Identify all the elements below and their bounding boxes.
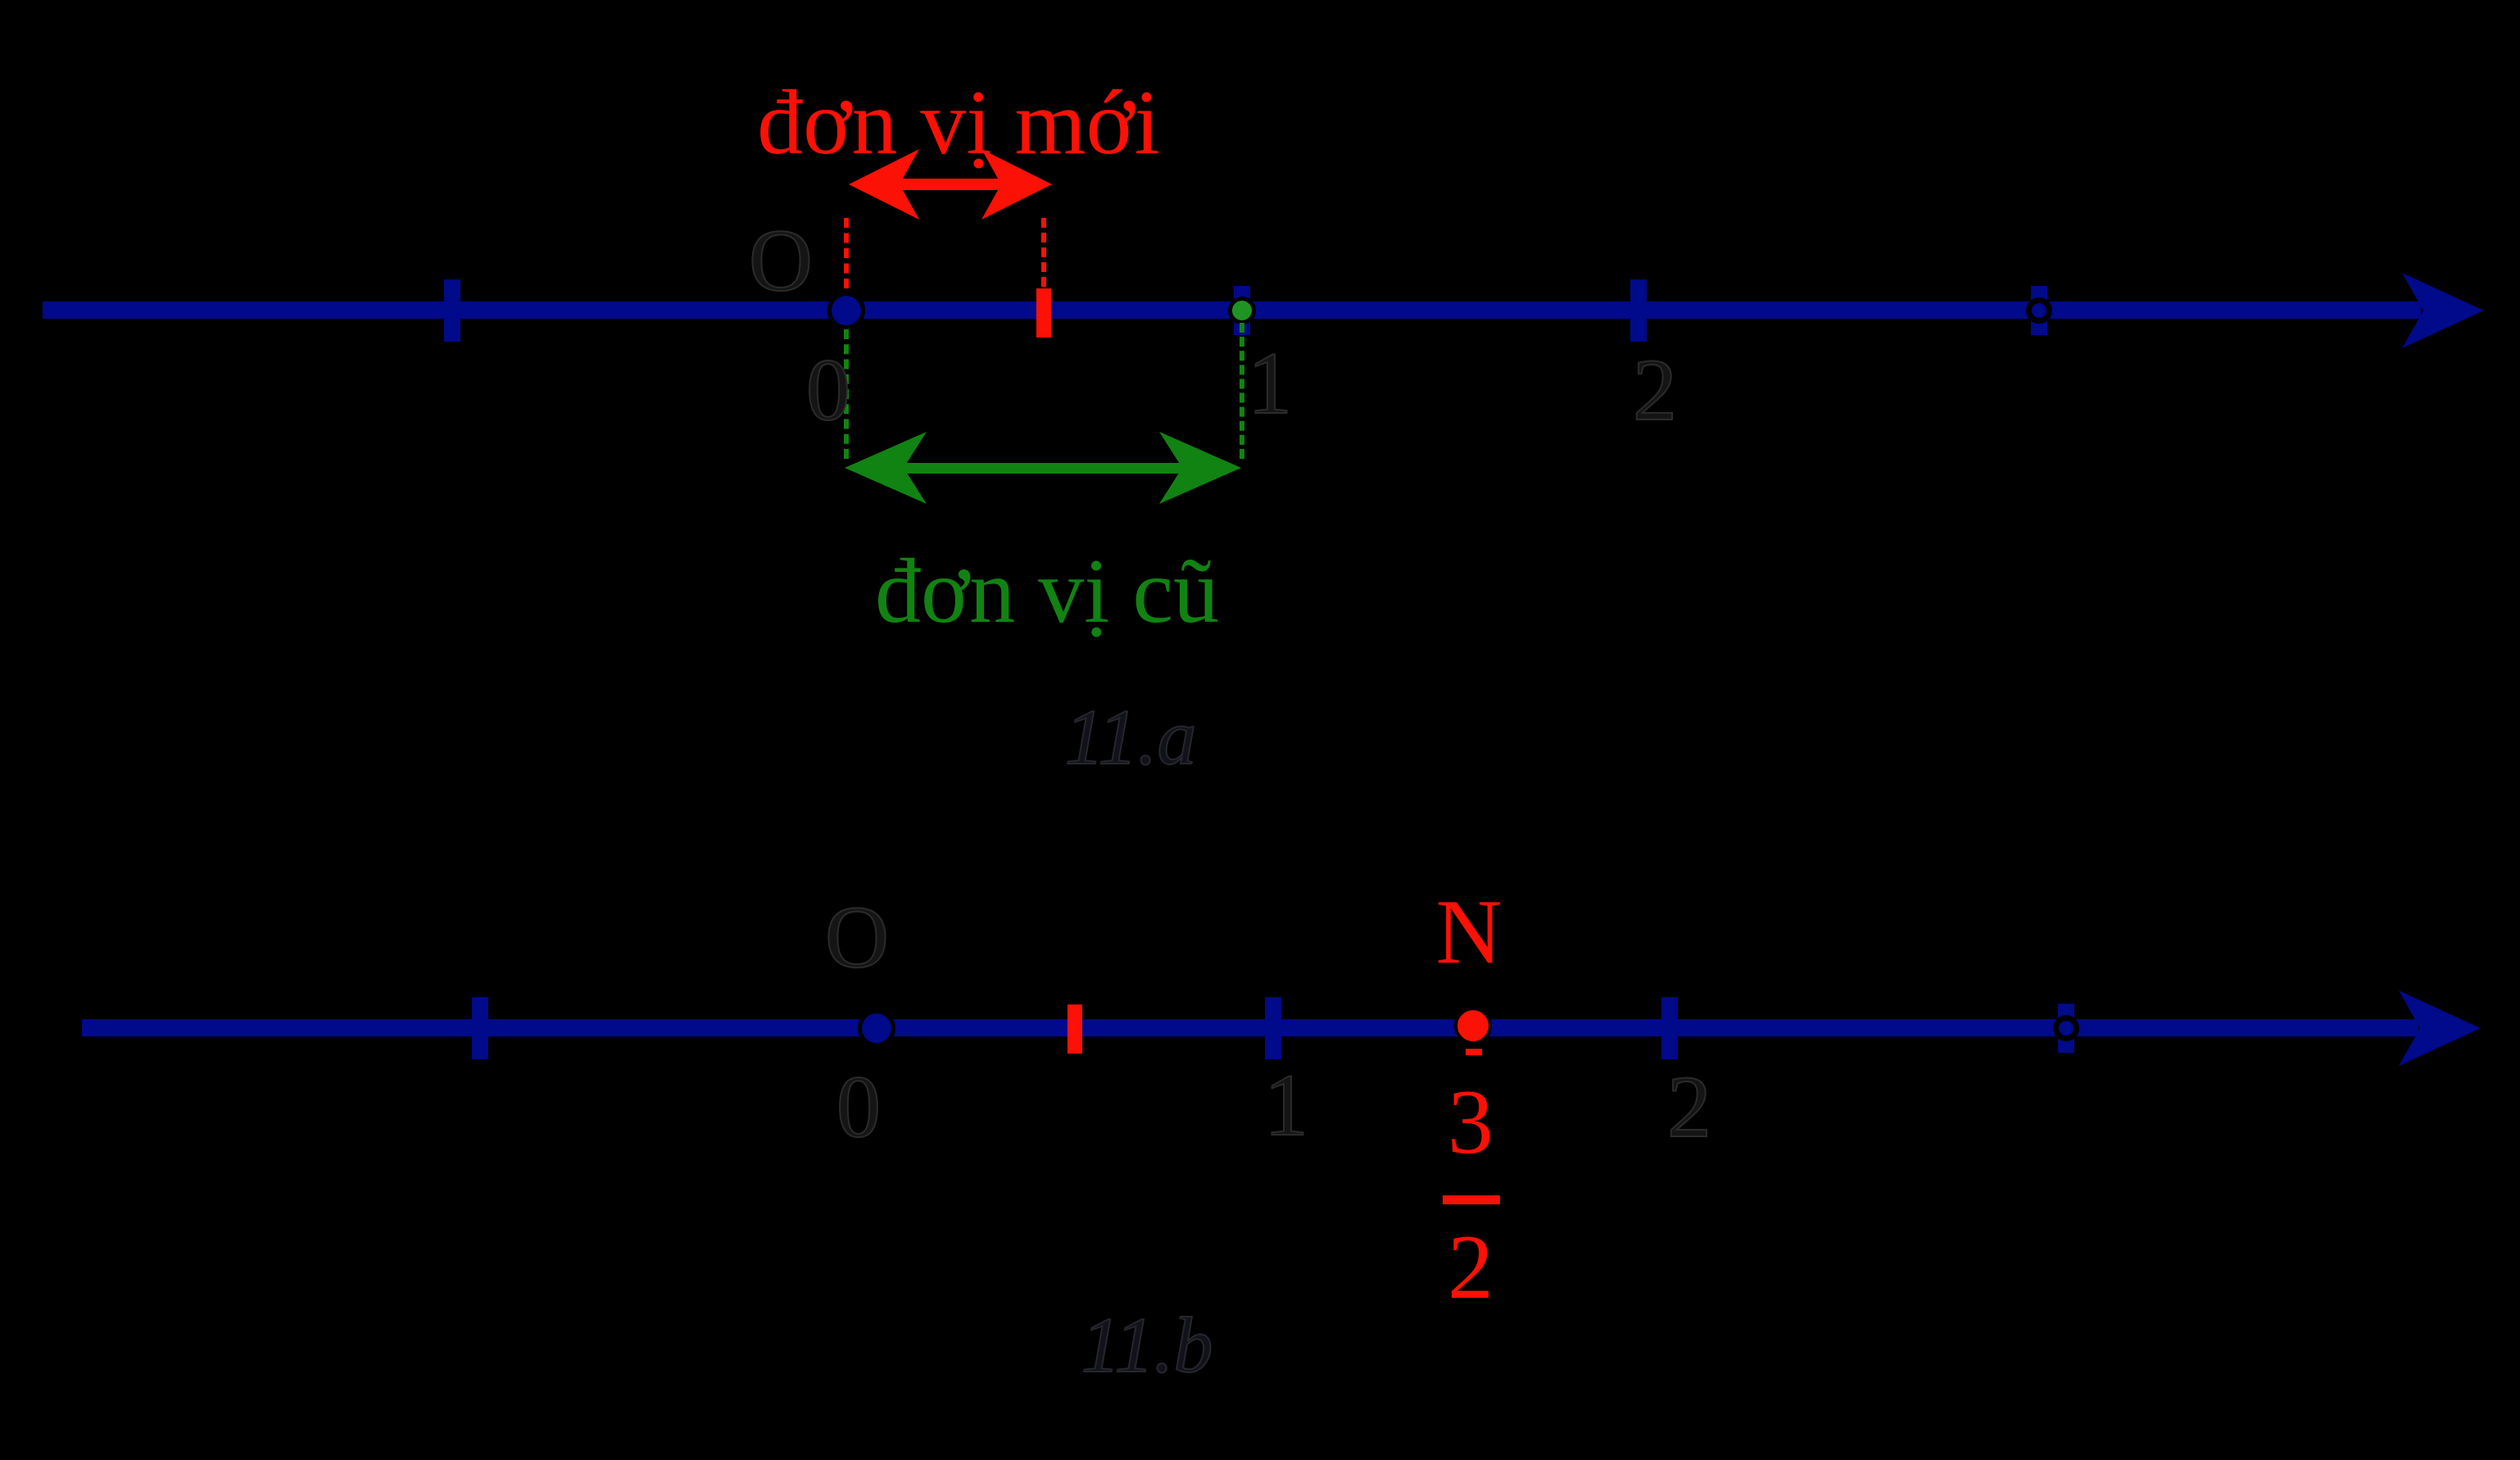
new-unit-arrow-icon: [849, 147, 1052, 221]
old-unit-arrow-icon: [845, 430, 1241, 506]
fraction-numerator: 3: [1448, 1072, 1493, 1173]
tick-label-a-0: 0: [805, 342, 851, 439]
tick-a-new-unit-red: [1036, 288, 1051, 338]
dashed-line-red-right: [1041, 218, 1046, 287]
tick-label-b-2: 2: [1666, 1059, 1712, 1156]
origin-letter-a: O: [748, 212, 814, 310]
tick-a-2: [1630, 279, 1647, 342]
tick-b-minus1: [472, 997, 488, 1059]
point-n-dot: [1454, 1007, 1492, 1045]
dashed-line-green-right: [1240, 323, 1244, 459]
tick-a-minus1: [444, 279, 460, 342]
fraction-denominator: 2: [1448, 1217, 1493, 1318]
origin-point-a: [827, 292, 865, 329]
caption-figure-b: 11.b: [1081, 1301, 1214, 1389]
new-unit-label: đơn vị mới: [757, 72, 1160, 174]
tick-b-1: [1265, 997, 1281, 1059]
dashed-line-green-left: [844, 329, 849, 459]
old-unit-point-green: [1228, 297, 1256, 324]
origin-point-b: [858, 1009, 895, 1047]
tick-label-a-2: 2: [1632, 342, 1678, 439]
tick-label-b-0: 0: [836, 1059, 882, 1156]
fraction-bar: [1443, 1195, 1500, 1204]
tick-b-half-red: [1067, 1004, 1082, 1054]
tick-b-2: [1661, 997, 1678, 1059]
open-point-a-3: [2026, 297, 2052, 324]
old-unit-label: đơn vị cũ: [874, 541, 1220, 642]
number-line-b: [82, 1019, 2418, 1036]
caption-figure-a: 11.a: [1064, 693, 1198, 781]
tick-label-b-1: 1: [1263, 1057, 1309, 1154]
axis-arrowhead-icon: [2399, 991, 2481, 1066]
origin-letter-b: O: [824, 889, 890, 986]
tick-b-point-n-nub: [1466, 1049, 1482, 1055]
point-n-letter: N: [1435, 882, 1502, 983]
axis-arrowhead-icon: [2402, 273, 2484, 348]
open-point-b-3: [2053, 1015, 2079, 1041]
tick-label-a-1: 1: [1247, 335, 1293, 433]
dashed-line-red-left: [844, 218, 849, 288]
